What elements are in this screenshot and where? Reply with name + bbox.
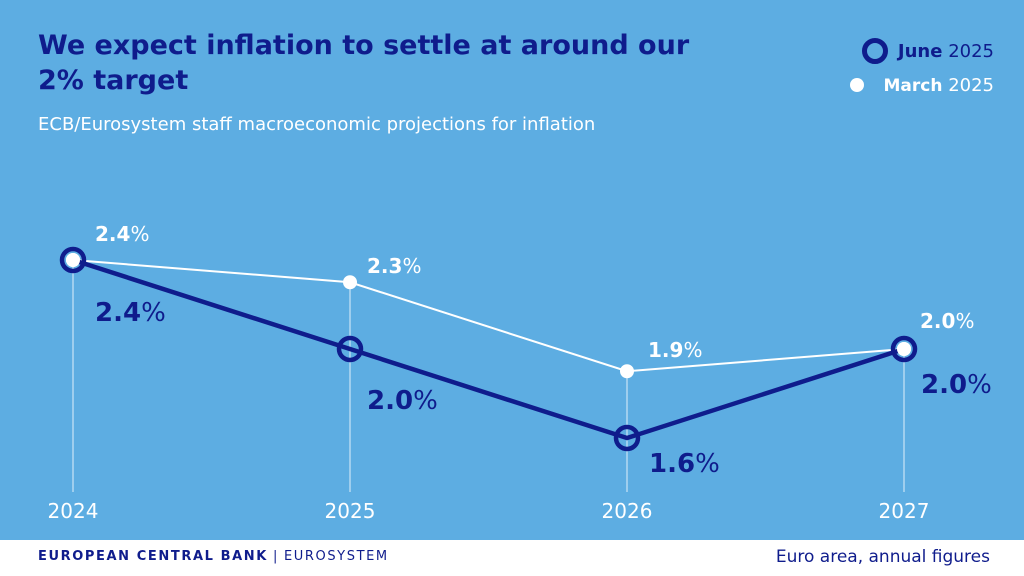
legend-june-name: June	[897, 40, 943, 62]
footer: EUROPEAN CENTRAL BANK | EUROSYSTEM Euro ar…	[0, 540, 1024, 576]
x-tick-2027: 2027	[879, 499, 930, 523]
footer-system-name: EUROSYSTEM	[283, 549, 389, 564]
march-point-2026	[620, 364, 634, 379]
legend: June 2025 March 2025	[844, 34, 994, 102]
footer-bank-name: EUROPEAN CENTRAL BANK	[38, 549, 268, 564]
june-point-2024	[59, 246, 87, 274]
march-label-2025: 2.3%	[367, 254, 421, 278]
march-point-2025	[343, 275, 357, 290]
footer-note: Euro area, annual figures	[775, 547, 990, 567]
footer-separator: |	[272, 549, 279, 564]
march-point-overlay-2024	[66, 253, 80, 267]
legend-march-year: 2025	[948, 74, 994, 96]
march-label-2024: 2.4%	[95, 222, 149, 246]
x-tick-2026: 2026	[602, 499, 653, 523]
x-axis-ticks: 2024 2025 2026 2027	[48, 499, 930, 523]
june-ring-icon	[861, 38, 888, 64]
legend-item-march: March 2025	[844, 68, 994, 102]
march-label-2027: 2.0%	[920, 309, 974, 333]
june-series: 2.4% 2.0% 1.6% 2.0%	[59, 246, 992, 479]
march-series-line	[72, 259, 905, 373]
line-chart: 2.4%2.3%1.9%2.0% 2.4%2.0%1.6%2.0% 2024 20…	[48, 222, 992, 523]
march-label-2026: 1.9%	[648, 338, 702, 362]
x-tick-2025: 2025	[325, 499, 376, 523]
legend-item-june: June 2025	[844, 34, 994, 68]
chart-title: We expect inflation to settle at around …	[38, 30, 690, 96]
march-point-overlay-2027	[897, 342, 911, 356]
march-dot-icon	[849, 78, 864, 92]
june-series-line	[72, 257, 905, 441]
june-point-2027	[890, 335, 918, 363]
june-point-2025	[336, 335, 364, 363]
x-tick-2024: 2024	[48, 499, 99, 523]
june-label-2027: 2.0%	[921, 370, 992, 400]
june-label-2024: 2.4%	[95, 298, 166, 328]
june-label-2025: 2.0%	[367, 386, 438, 416]
footer-branding: EUROPEAN CENTRAL BANK | EUROSYSTEM	[38, 549, 389, 564]
year-guidelines	[72, 260, 905, 492]
chart-subtitle: ECB/Eurosystem staff macroeconomic proje…	[38, 114, 596, 135]
legend-march-name: March	[883, 75, 943, 96]
june-point-2026	[613, 424, 641, 452]
legend-june-year: 2025	[948, 40, 994, 62]
june-label-2026: 1.6%	[649, 449, 720, 479]
